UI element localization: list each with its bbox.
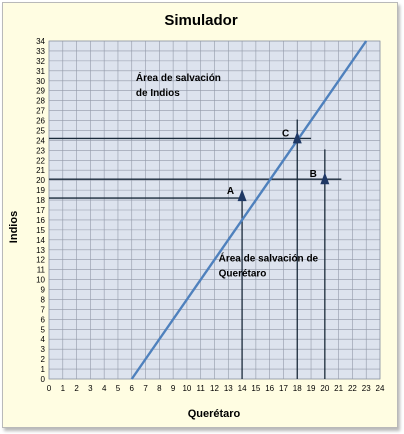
y-tick-label: 28	[36, 97, 45, 106]
x-tick-label: 4	[102, 384, 107, 393]
x-tick-label: 13	[224, 384, 233, 393]
y-tick-label: 25	[36, 126, 45, 135]
y-tick-label: 33	[36, 47, 45, 56]
series-line	[130, 40, 368, 380]
x-axis-label: Querétaro	[188, 408, 241, 420]
x-tick-label: 17	[279, 384, 288, 393]
y-tick-label: 1	[41, 365, 46, 374]
y-tick-label: 4	[41, 335, 46, 344]
point-marker	[237, 189, 247, 202]
y-tick-label: 21	[36, 166, 45, 175]
annotation: Área de salvación de Querétaro	[219, 252, 319, 280]
y-tick-label: 6	[41, 315, 46, 324]
point-marker	[292, 131, 302, 144]
x-tick-label: 9	[171, 384, 176, 393]
y-tick-label: 9	[41, 286, 46, 295]
x-tick-label: 10	[182, 384, 191, 393]
y-tick-label: 34	[36, 37, 45, 46]
y-tick-label: 2	[41, 355, 46, 364]
plot-area: 0 1 2 3 4 5 6 7 8 9 10 11 12 13 14 15 16 17 18 19 20 21 22 23 24…	[36, 37, 385, 393]
chart-title: Simulador	[164, 12, 238, 29]
x-tick-label: 16	[265, 384, 274, 393]
y-tick-label: 0	[41, 375, 46, 384]
y-tick-label: 30	[36, 77, 45, 86]
x-tick-label: 7	[143, 384, 148, 393]
y-tick-label: 29	[36, 87, 45, 96]
x-tick-label: 20	[320, 384, 329, 393]
y-tick-label: 27	[36, 107, 45, 116]
y-tick-label: 16	[36, 216, 45, 225]
x-tick-label: 6	[130, 384, 135, 393]
chart-frame: Simulador 0 1 2 3 4 5 6 7 8 9 10 11 12 13 14 15 16 17 18 19…	[2, 2, 398, 428]
point-marker	[320, 172, 330, 185]
x-tick-label: 18	[293, 384, 302, 393]
y-tick-label: 20	[36, 176, 45, 185]
x-tick-label: 22	[348, 384, 357, 393]
point-label: A	[227, 186, 234, 197]
y-tick-label: 22	[36, 156, 45, 165]
x-tick-label: 19	[307, 384, 316, 393]
x-tick-label: 3	[88, 384, 93, 393]
y-tick-label: 19	[36, 186, 45, 195]
x-tick-label: 12	[210, 384, 219, 393]
y-tick-label: 5	[41, 325, 46, 334]
y-tick-label: 15	[36, 226, 45, 235]
y-tick-label: 11	[37, 266, 46, 275]
x-tick-label: 11	[197, 384, 206, 393]
y-tick-label: 7	[41, 305, 46, 314]
x-tick-label: 23	[362, 384, 371, 393]
y-tick-label: 31	[36, 67, 45, 76]
x-tick-label: 21	[334, 384, 343, 393]
x-tick-label: 24	[376, 384, 385, 393]
point-label: C	[282, 128, 289, 139]
y-tick-label: 24	[36, 136, 45, 145]
y-tick-label: 17	[36, 206, 45, 215]
point-label: B	[310, 169, 317, 180]
y-tick-label: 32	[36, 57, 45, 66]
x-tick-label: 0	[47, 384, 52, 393]
y-tick-label: 18	[36, 196, 45, 205]
y-axis-label: Indios	[8, 211, 20, 243]
y-tick-label: 13	[36, 246, 45, 255]
y-tick-label: 14	[36, 236, 45, 245]
y-tick-label: 26	[36, 117, 45, 126]
y-tick-label: 8	[41, 295, 46, 304]
x-tick-label: 14	[238, 384, 247, 393]
y-tick-label: 3	[41, 345, 46, 354]
y-tick-label: 12	[36, 256, 45, 265]
y-tick-label: 23	[36, 146, 45, 155]
x-tick-label: 1	[61, 384, 66, 393]
chart: Simulador 0 1 2 3 4 5 6 7 8 9 10 11 12 13 14 15 16 17 18 19…	[8, 12, 385, 420]
annotation: Área de salvación de Indios	[136, 71, 221, 99]
x-tick-label: 5	[116, 384, 121, 393]
y-tick-label: 10	[36, 276, 45, 285]
x-tick-label: 8	[157, 384, 162, 393]
x-tick-label: 15	[251, 384, 260, 393]
x-tick-label: 2	[74, 384, 79, 393]
